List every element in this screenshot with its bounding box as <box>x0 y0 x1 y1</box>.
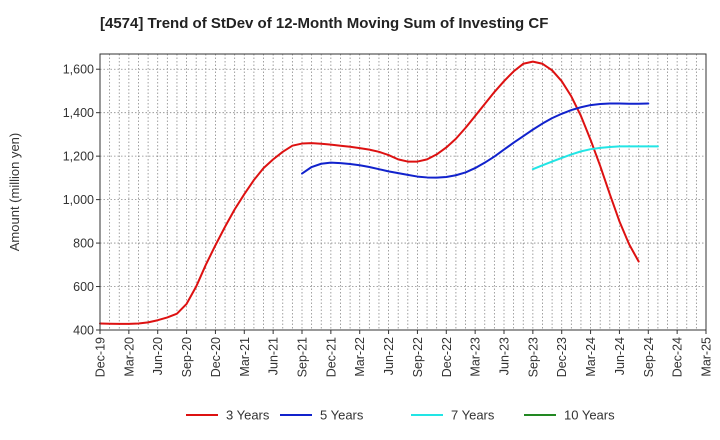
x-tick-label: Mar-22 <box>353 337 367 377</box>
x-tick-label: Dec-22 <box>440 337 454 377</box>
y-axis-label: Amount (million yen) <box>7 133 22 252</box>
y-tick-label: 800 <box>73 237 94 251</box>
grid-layer <box>100 54 706 330</box>
plot-area-frame <box>99 53 707 331</box>
y-tick-label: 1,400 <box>63 106 94 120</box>
legend: 3 Years 5 Years 7 Years 10 Years <box>186 408 615 423</box>
y-tick-label: 600 <box>73 280 94 294</box>
y-tick-label: 1,000 <box>63 193 94 207</box>
x-tick-label: Jun-22 <box>382 337 396 375</box>
x-tick-label: Jun-20 <box>151 337 165 375</box>
x-tick-label: Sep-22 <box>411 337 425 377</box>
x-tick-label: Sep-24 <box>642 337 656 377</box>
y-tick-label: 400 <box>73 324 94 338</box>
x-tick-label: Mar-23 <box>469 337 483 377</box>
y-tick-label: 1,600 <box>63 63 94 77</box>
x-tick-label: Dec-24 <box>671 337 685 377</box>
x-axis-ticks: Dec-19 Mar-20 Jun-20 Sep-20 Dec-20 Mar-21 Jun-… <box>94 330 714 377</box>
legend-label-5-years: 5 Years <box>320 408 364 423</box>
x-tick-label: Jun-23 <box>498 337 512 375</box>
series-line-7-years <box>531 145 659 171</box>
x-tick-label: Dec-21 <box>324 337 338 377</box>
legend-label-3-years: 3 Years <box>226 408 270 423</box>
x-tick-label: Dec-19 <box>94 337 108 377</box>
x-tick-label: Dec-20 <box>209 337 223 377</box>
x-tick-label: Mar-20 <box>122 337 136 377</box>
series-line-5-years <box>301 102 650 179</box>
legend-label-7-years: 7 Years <box>451 408 495 423</box>
series-layer <box>99 60 659 325</box>
x-tick-label: Mar-21 <box>238 337 252 377</box>
x-tick-label: Dec-23 <box>555 337 569 377</box>
chart-title: [4574] Trend of StDev of 12-Month Moving… <box>100 15 548 32</box>
legend-label-10-years: 10 Years <box>564 408 615 423</box>
x-tick-label: Mar-24 <box>584 337 598 377</box>
y-tick-label: 1,200 <box>63 150 94 164</box>
x-tick-label: Jun-24 <box>613 337 627 375</box>
x-tick-label: Sep-20 <box>180 337 194 377</box>
series-line-3-years <box>99 60 640 325</box>
x-tick-label: Sep-21 <box>296 337 310 377</box>
y-axis-ticks: 400 600 800 1,000 1,200 1,400 1,600 <box>63 63 100 338</box>
x-tick-label: Sep-23 <box>526 337 540 377</box>
x-tick-label: Jun-21 <box>267 337 281 375</box>
x-tick-label: Mar-25 <box>700 337 714 377</box>
